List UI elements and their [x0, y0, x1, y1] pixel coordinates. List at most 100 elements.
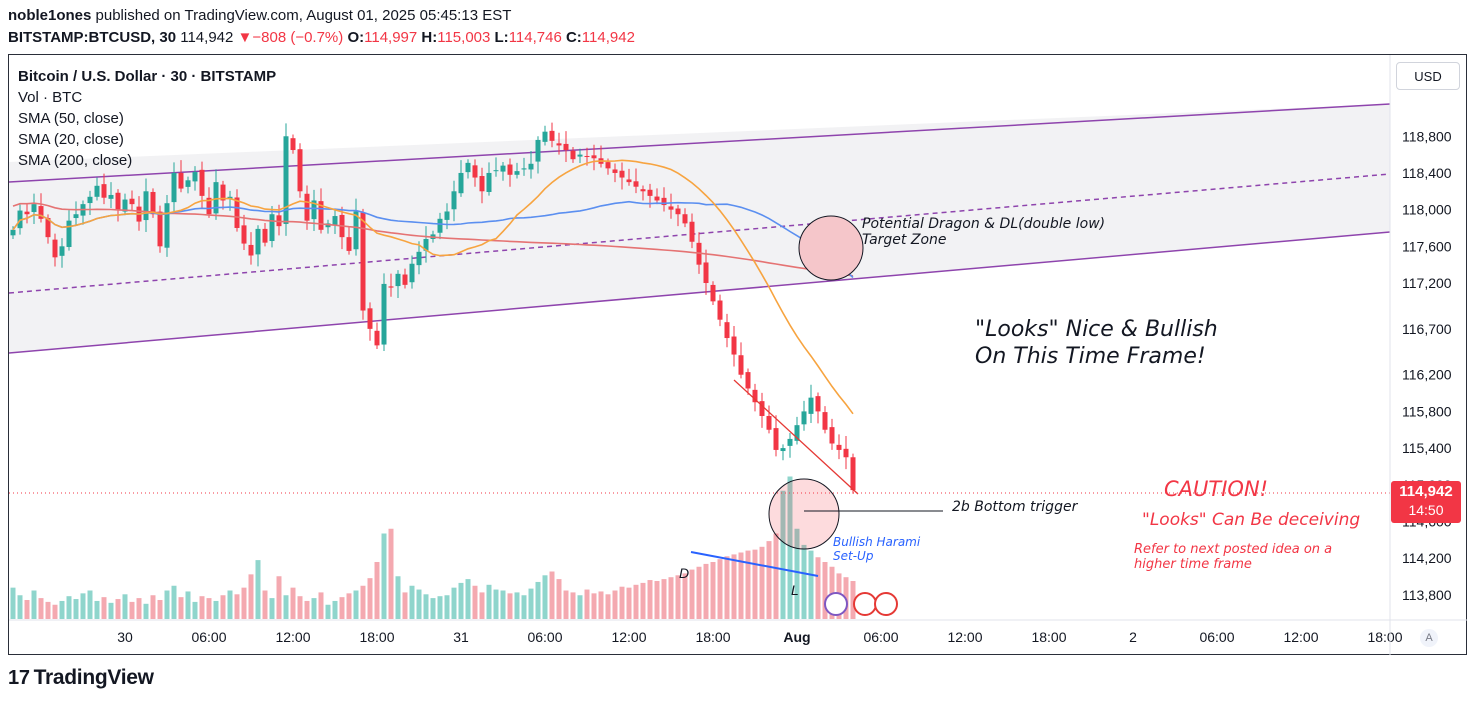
- candle-body: [521, 168, 527, 170]
- volume-bar: [136, 598, 142, 619]
- candle-body: [311, 200, 317, 220]
- volume-bar: [24, 600, 30, 619]
- legend-sma200[interactable]: SMA (200, close): [18, 152, 133, 169]
- published-text: published on TradingView.com, August 01,…: [95, 7, 512, 24]
- chart-frame[interactable]: [8, 54, 1467, 655]
- candle-body: [87, 196, 93, 204]
- volume-bar: [612, 590, 618, 619]
- legend-volume[interactable]: Vol · BTC: [18, 89, 83, 106]
- close-value: 114,942: [581, 29, 635, 46]
- volume-bar: [248, 574, 254, 619]
- y-tick-label: 117,200: [1402, 275, 1452, 291]
- open-label: O:: [347, 29, 365, 46]
- channel-upper-line: [9, 103, 1390, 183]
- candle-body: [213, 182, 219, 214]
- volume-bar: [759, 546, 765, 619]
- tradingview-logo[interactable]: 17 TradingView: [8, 666, 154, 690]
- candle-body: [654, 196, 660, 201]
- auto-scale-button[interactable]: A: [1420, 629, 1438, 647]
- candle-body: [423, 238, 429, 251]
- open-value: 114,997: [364, 29, 418, 46]
- legend-sma20[interactable]: SMA (20, close): [18, 131, 124, 148]
- candle-body: [332, 216, 338, 225]
- lightning-event-icon: [824, 592, 848, 616]
- volume-bar: [556, 579, 562, 619]
- candle-body: [689, 221, 695, 242]
- candle-body: [528, 163, 534, 170]
- candle-body: [262, 228, 268, 243]
- volume-bar: [38, 598, 44, 619]
- candle-body: [682, 214, 688, 224]
- volume-bar: [339, 597, 345, 619]
- candle-body: [479, 176, 485, 192]
- candle-body: [283, 136, 289, 224]
- legend-symbol-title[interactable]: Bitcoin / U.S. Dollar · 30 · BITSTAMP: [18, 68, 277, 85]
- last-price-value: 114,942: [1399, 483, 1453, 500]
- high-label: H:: [421, 29, 438, 46]
- volume-bar: [514, 592, 520, 619]
- x-tick-label: Aug: [783, 629, 810, 645]
- candle-body: [710, 284, 716, 302]
- candle-body: [234, 197, 240, 228]
- volume-bar: [353, 590, 359, 619]
- volume-bar: [766, 541, 772, 619]
- volume-bar: [815, 557, 821, 619]
- tradingview-logo-text: TradingView: [33, 666, 154, 689]
- candle-body: [31, 204, 37, 213]
- volume-bar: [332, 600, 338, 619]
- volume-bar: [570, 592, 576, 619]
- volume-bar: [850, 581, 856, 619]
- legend-sma50[interactable]: SMA (50, close): [18, 110, 124, 127]
- candle-body: [220, 184, 226, 201]
- volume-bar: [367, 578, 373, 619]
- support-trendline: [690, 551, 819, 577]
- author-name[interactable]: noble1ones: [8, 7, 92, 24]
- candle-body: [129, 198, 135, 205]
- currency-button[interactable]: USD: [1396, 62, 1460, 90]
- volume-bar: [409, 585, 415, 619]
- volume-bar: [654, 581, 660, 619]
- candle-body: [633, 181, 639, 187]
- x-tick-label: 12:00: [1283, 629, 1318, 645]
- volume-bar: [94, 600, 100, 619]
- candle-body: [374, 330, 380, 346]
- last-price: 114,942: [180, 29, 234, 46]
- volume-bar: [605, 594, 611, 619]
- candle-body: [94, 185, 100, 197]
- candle-body: [759, 401, 765, 416]
- candle-body: [465, 162, 471, 173]
- candle-body: [507, 164, 513, 175]
- candle-body: [444, 211, 450, 220]
- target-zone-circle: [798, 215, 864, 281]
- down-arrow-icon: ▼: [237, 29, 253, 46]
- volume-bar: [325, 604, 331, 619]
- candle-body: [10, 229, 16, 236]
- volume-bar: [479, 592, 485, 619]
- wedge-resistance-line: [733, 379, 859, 495]
- dragon-target-note: Potential Dragon & DL(double low) Target …: [862, 216, 1105, 248]
- volume-bar: [493, 589, 499, 619]
- publish-info: noble1ones published on TradingView.com,…: [8, 7, 511, 24]
- x-tick-label: 18:00: [1367, 629, 1402, 645]
- candle-body: [451, 191, 457, 210]
- y-tick-label: 116,700: [1402, 321, 1452, 337]
- volume-bar: [731, 554, 737, 619]
- candle-body: [703, 262, 709, 284]
- volume-bar: [647, 580, 653, 619]
- candle-body: [661, 197, 667, 206]
- candle-body: [192, 172, 198, 182]
- looks-note-line2: On This Time Frame!: [975, 344, 1206, 369]
- x-tick-label: 06:00: [191, 629, 226, 645]
- volume-bar: [52, 604, 58, 619]
- candle-body: [675, 208, 681, 215]
- volume-bar: [535, 581, 541, 619]
- candle-body: [850, 457, 856, 491]
- x-tick-label: 2: [1129, 629, 1137, 645]
- volume-bar: [500, 590, 506, 619]
- candle-body: [171, 172, 177, 203]
- x-tick-label: 18:00: [1031, 629, 1066, 645]
- volume-bar: [122, 594, 128, 619]
- x-tick-label: 06:00: [527, 629, 562, 645]
- volume-bar: [262, 590, 268, 619]
